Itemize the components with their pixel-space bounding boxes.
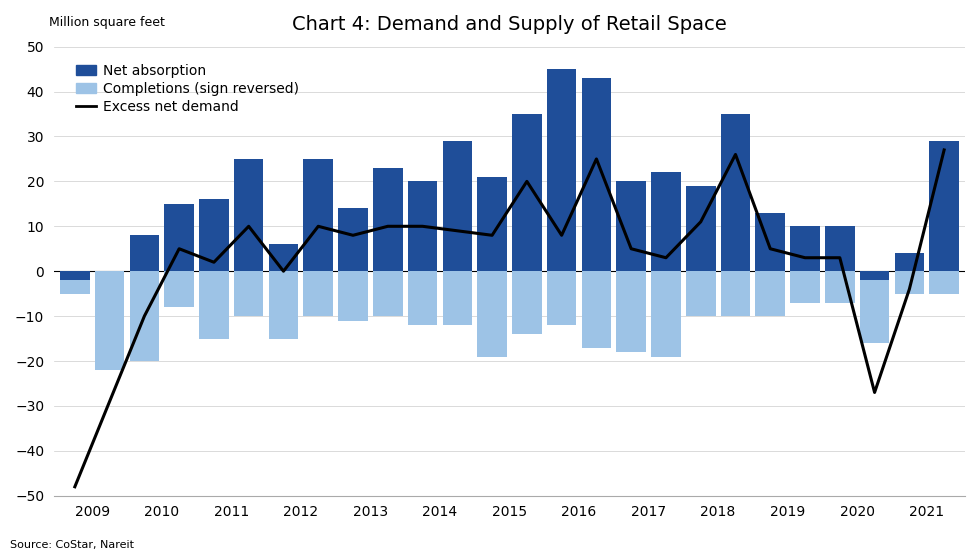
Excess net demand xyxy=(556,232,567,239)
Bar xyxy=(477,271,507,356)
Bar xyxy=(756,213,785,271)
Bar xyxy=(895,271,924,294)
Bar xyxy=(443,271,472,325)
Bar xyxy=(477,177,507,271)
Bar xyxy=(60,271,89,294)
Bar xyxy=(790,271,820,302)
Bar xyxy=(269,271,298,338)
Excess net demand xyxy=(347,232,359,239)
Bar xyxy=(129,271,159,361)
Bar xyxy=(616,271,646,352)
Bar xyxy=(373,168,403,271)
Bar xyxy=(825,271,855,302)
Bar xyxy=(269,244,298,271)
Bar xyxy=(686,271,715,316)
Bar xyxy=(547,69,576,271)
Bar xyxy=(859,271,890,280)
Excess net demand xyxy=(173,245,185,252)
Text: Source: CoStar, Nareit: Source: CoStar, Nareit xyxy=(10,540,134,550)
Excess net demand xyxy=(904,286,915,293)
Bar xyxy=(651,172,681,271)
Excess net demand xyxy=(591,155,603,162)
Bar xyxy=(651,271,681,356)
Bar xyxy=(513,271,542,334)
Bar xyxy=(373,271,403,316)
Bar xyxy=(756,271,785,316)
Bar xyxy=(234,159,264,271)
Excess net demand xyxy=(243,223,255,230)
Bar xyxy=(95,271,124,370)
Excess net demand xyxy=(938,147,950,153)
Excess net demand xyxy=(382,223,394,230)
Excess net demand xyxy=(834,255,846,261)
Excess net demand xyxy=(625,245,637,252)
Excess net demand xyxy=(138,313,150,320)
Bar xyxy=(304,159,333,271)
Bar xyxy=(895,253,924,271)
Excess net demand xyxy=(416,223,428,230)
Bar xyxy=(234,271,264,316)
Text: Million square feet: Million square feet xyxy=(49,15,166,29)
Legend: Net absorption, Completions (sign reversed), Excess net demand: Net absorption, Completions (sign revers… xyxy=(70,58,305,120)
Excess net demand xyxy=(521,178,533,185)
Bar xyxy=(582,271,612,348)
Bar xyxy=(616,181,646,271)
Excess net demand xyxy=(486,232,498,239)
Bar xyxy=(443,141,472,271)
Excess net demand xyxy=(313,223,324,230)
Bar xyxy=(165,271,194,307)
Excess net demand xyxy=(730,151,742,158)
Bar xyxy=(686,186,715,271)
Bar xyxy=(165,204,194,271)
Bar xyxy=(129,235,159,271)
Line: Excess net demand: Excess net demand xyxy=(74,150,944,487)
Bar xyxy=(199,199,228,271)
Bar xyxy=(859,271,890,343)
Excess net demand xyxy=(452,228,464,234)
Excess net demand xyxy=(695,219,707,225)
Bar xyxy=(547,271,576,325)
Bar xyxy=(338,208,368,271)
Excess net demand xyxy=(764,245,776,252)
Bar xyxy=(408,181,437,271)
Title: Chart 4: Demand and Supply of Retail Space: Chart 4: Demand and Supply of Retail Spa… xyxy=(292,15,727,34)
Bar xyxy=(582,78,612,271)
Excess net demand xyxy=(277,268,289,274)
Bar xyxy=(60,271,89,280)
Excess net demand xyxy=(69,483,80,490)
Bar xyxy=(825,226,855,271)
Bar xyxy=(199,271,228,338)
Bar xyxy=(304,271,333,316)
Bar xyxy=(929,141,958,271)
Bar xyxy=(720,271,751,316)
Excess net demand xyxy=(104,398,116,405)
Bar xyxy=(720,114,751,271)
Bar xyxy=(408,271,437,325)
Excess net demand xyxy=(799,255,810,261)
Bar xyxy=(338,271,368,321)
Excess net demand xyxy=(208,259,220,266)
Excess net demand xyxy=(661,255,672,261)
Bar xyxy=(513,114,542,271)
Excess net demand xyxy=(868,389,880,396)
Bar xyxy=(790,226,820,271)
Bar xyxy=(929,271,958,294)
